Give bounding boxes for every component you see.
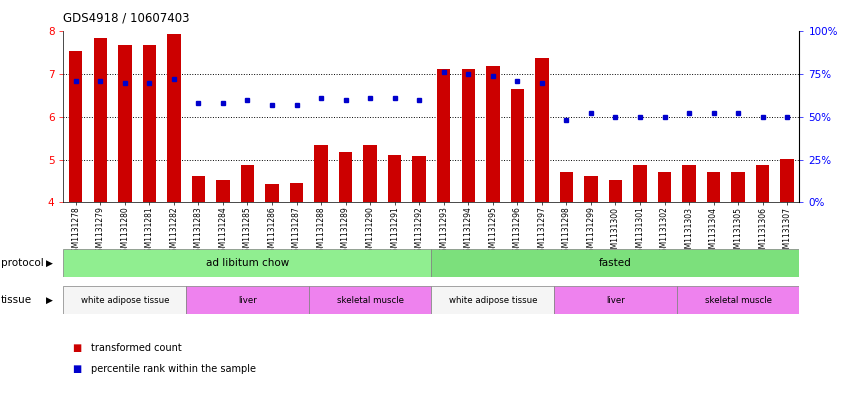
- Text: white adipose tissue: white adipose tissue: [80, 296, 169, 305]
- Bar: [118, 45, 131, 202]
- Text: ■: ■: [72, 364, 81, 375]
- Text: GDS4918 / 10607403: GDS4918 / 10607403: [63, 12, 190, 25]
- Bar: [536, 58, 548, 202]
- Bar: [707, 172, 720, 202]
- Bar: [683, 165, 695, 202]
- Text: ▶: ▶: [46, 259, 52, 267]
- Bar: [511, 89, 524, 202]
- Bar: [69, 51, 82, 202]
- Bar: [217, 180, 229, 202]
- Bar: [309, 286, 431, 314]
- Bar: [94, 38, 107, 202]
- Text: liver: liver: [238, 296, 257, 305]
- Text: skeletal muscle: skeletal muscle: [705, 296, 772, 305]
- Bar: [634, 165, 646, 202]
- Text: liver: liver: [606, 296, 625, 305]
- Bar: [168, 33, 180, 202]
- Text: ▶: ▶: [46, 296, 52, 305]
- Text: skeletal muscle: skeletal muscle: [337, 296, 404, 305]
- Bar: [756, 165, 769, 202]
- Bar: [486, 66, 499, 202]
- Text: protocol: protocol: [1, 258, 44, 268]
- Text: transformed count: transformed count: [91, 343, 181, 353]
- Bar: [339, 152, 352, 202]
- Bar: [186, 286, 309, 314]
- Text: percentile rank within the sample: percentile rank within the sample: [91, 364, 255, 375]
- Bar: [431, 286, 554, 314]
- Bar: [290, 183, 303, 202]
- Bar: [560, 173, 573, 202]
- Bar: [677, 286, 799, 314]
- Bar: [63, 286, 186, 314]
- Bar: [364, 145, 376, 202]
- Bar: [241, 165, 254, 202]
- Bar: [388, 154, 401, 202]
- Bar: [192, 176, 205, 202]
- Bar: [609, 180, 622, 202]
- Bar: [266, 184, 278, 202]
- Bar: [658, 173, 671, 202]
- Bar: [413, 156, 426, 202]
- Text: tissue: tissue: [1, 295, 32, 305]
- Bar: [431, 249, 799, 277]
- Bar: [781, 159, 794, 202]
- Bar: [554, 286, 677, 314]
- Text: fasted: fasted: [599, 258, 632, 268]
- Bar: [63, 249, 431, 277]
- Bar: [315, 145, 327, 202]
- Bar: [732, 172, 744, 202]
- Bar: [437, 69, 450, 202]
- Text: ad libitum chow: ad libitum chow: [206, 258, 289, 268]
- Text: ■: ■: [72, 343, 81, 353]
- Bar: [462, 69, 475, 202]
- Bar: [585, 176, 597, 202]
- Bar: [143, 45, 156, 202]
- Text: white adipose tissue: white adipose tissue: [448, 296, 537, 305]
